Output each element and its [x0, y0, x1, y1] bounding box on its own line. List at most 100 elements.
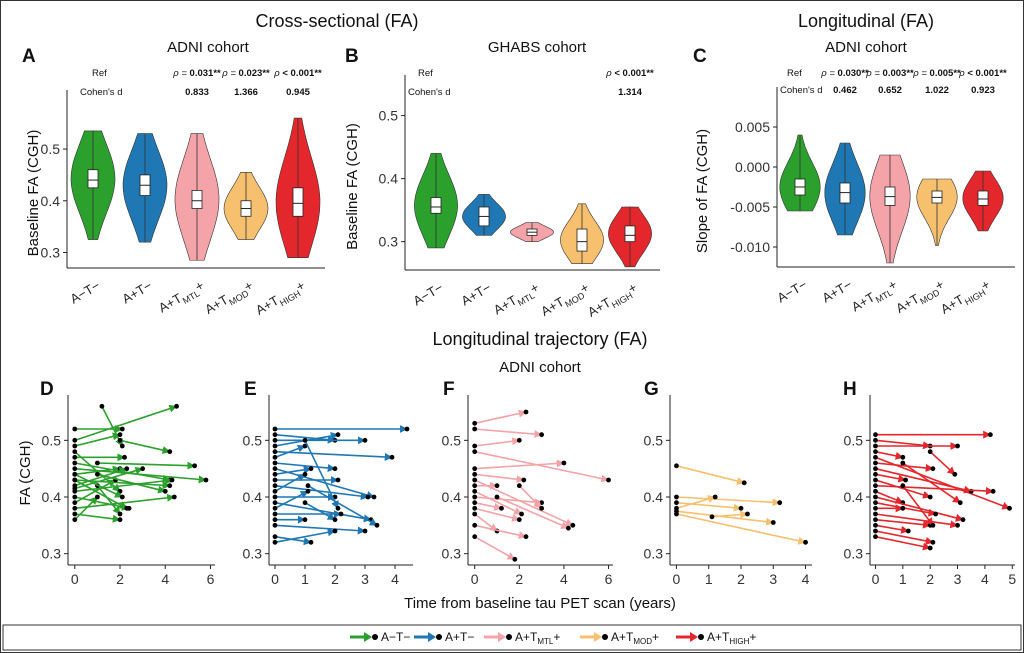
trajectory-point-start: [873, 534, 878, 540]
trajectory-point-end: [365, 494, 371, 500]
box-1: [87, 169, 99, 189]
trajectory-line-13: [474, 513, 498, 532]
legend-dot: [506, 634, 512, 640]
trajectory-point-start: [302, 500, 308, 506]
trajectory-point-start: [272, 477, 278, 483]
trajectory-point-start: [272, 511, 278, 517]
trajectory-line-10: [74, 467, 128, 487]
trajectory-point-start: [873, 517, 878, 523]
trajectory-line-4: [474, 450, 610, 483]
trajectory-point-end: [362, 437, 368, 443]
trajectory-point-start: [272, 494, 278, 500]
legend-dot: [436, 634, 442, 640]
stats-ref-label: Ref: [787, 68, 802, 79]
trajectory-point-end: [516, 517, 522, 523]
p-value-4: ρ = 0.023**: [221, 68, 270, 79]
x-tick-label: 6: [207, 571, 215, 587]
trajectory-point-start: [873, 494, 878, 500]
y-tick-label: 0.3: [41, 244, 61, 260]
trajectory-line-9: [274, 465, 312, 476]
trajectory-point-start: [873, 432, 878, 438]
trajectory-point-start: [674, 505, 679, 511]
trajectory-line-11: [875, 490, 904, 504]
trajectory-point-start: [95, 471, 100, 477]
trajectory-point-start: [272, 500, 278, 506]
trajectory-point-start: [472, 505, 478, 511]
x-tick-label: 1: [301, 571, 309, 587]
trajectory-line-21: [902, 485, 934, 526]
trajectory-line-10: [875, 484, 994, 495]
trajectory-line-17: [74, 451, 121, 492]
trajectory-point-end: [712, 494, 718, 500]
legend-arrow-icon: [498, 632, 506, 642]
legend-dot: [698, 634, 704, 640]
trajectory-line-19: [875, 535, 931, 551]
trajectory-point-start: [472, 511, 478, 517]
legend: A−T− A+T− A+TMTL+ A+TMOD+ A+THIGH+: [2, 624, 1022, 651]
p-number: < 0.001**: [282, 68, 322, 79]
p-prefix: ρ =: [172, 68, 189, 79]
trajectory-point-start: [873, 437, 878, 443]
x-tick-label: 4: [161, 571, 169, 587]
trajectory-point-start: [72, 494, 78, 500]
trajectory-point-end: [930, 522, 936, 528]
y-tick-label: 0.5: [644, 432, 664, 448]
panel-C: C ADNI cohort Slope of FA (CGH) -0.010 -0.00…: [693, 39, 1015, 317]
trajectory-point-end: [512, 556, 518, 562]
trajectory-point-end: [927, 494, 933, 500]
legend-label-base: A+T: [611, 630, 634, 644]
legend-label-sub: MTL: [537, 637, 554, 646]
trajectory-point-start: [95, 460, 100, 466]
y-tick-label: 0.000: [735, 159, 770, 175]
trajectory-point-end: [905, 528, 911, 534]
trajectory-point-start: [873, 443, 878, 449]
trajectory-point-start: [272, 488, 278, 494]
trajectory-point-end: [117, 511, 123, 517]
trajectory-line-7: [274, 462, 336, 472]
trajectory-line-15: [474, 535, 516, 561]
legend-label-tail: +: [553, 630, 560, 644]
p-prefix: ρ: [605, 68, 614, 79]
trajectory-point-end: [119, 443, 125, 449]
trajectory-point-end: [117, 488, 123, 494]
trajectory-point-end: [167, 483, 173, 489]
trajectory-point-start: [72, 500, 78, 506]
x-tick-label: 0: [271, 571, 279, 587]
box-1: [430, 197, 442, 214]
trajectory-point-start: [72, 454, 78, 460]
trajectory-point-start: [472, 471, 478, 477]
trajectory-line-23: [304, 501, 336, 521]
p-number: 0.030**: [838, 68, 869, 79]
trajectory-point-start: [873, 528, 878, 534]
y-tick-label: 0.5: [243, 432, 263, 448]
trajectory-point-end: [516, 437, 522, 443]
trajectory-point-start: [272, 437, 278, 443]
panel-F: F 0.3 0.4 0.5 0 2 4 6: [442, 379, 613, 587]
y-axis-label-A: Baseline FA (CGH): [25, 130, 42, 257]
x-tick-label: 6: [605, 571, 613, 587]
trajectory-line-22: [307, 484, 378, 527]
legend-item-4: A+TMOD+: [580, 630, 659, 646]
trajectory-line-15: [875, 513, 959, 529]
x-tick-label: 0: [71, 571, 79, 587]
legend-item-1: A−T−: [350, 630, 410, 644]
legend-box: [2, 624, 1022, 651]
trajectory-point-end: [95, 494, 100, 500]
trajectory-point-end: [302, 471, 308, 477]
x-tick-label: 4: [802, 571, 810, 587]
panel-title-B: GHABS cohort: [488, 39, 587, 56]
trajectory-point-end: [900, 505, 906, 511]
trajectory-point-start: [709, 514, 715, 520]
trajectory-point-end: [203, 477, 209, 483]
trajectory-point-end: [955, 443, 960, 449]
trajectory-point-end: [167, 449, 173, 455]
cohens-d-4: 1.022: [925, 85, 949, 96]
trajectory-point-start: [72, 460, 78, 466]
legend-label: A+TMOD+: [611, 630, 659, 646]
cohens-d-3: 0.652: [878, 85, 902, 96]
trajectory-line-5: [676, 510, 775, 526]
trajectory-point-end: [745, 511, 750, 517]
y-tick-label: -0.010: [730, 239, 770, 255]
